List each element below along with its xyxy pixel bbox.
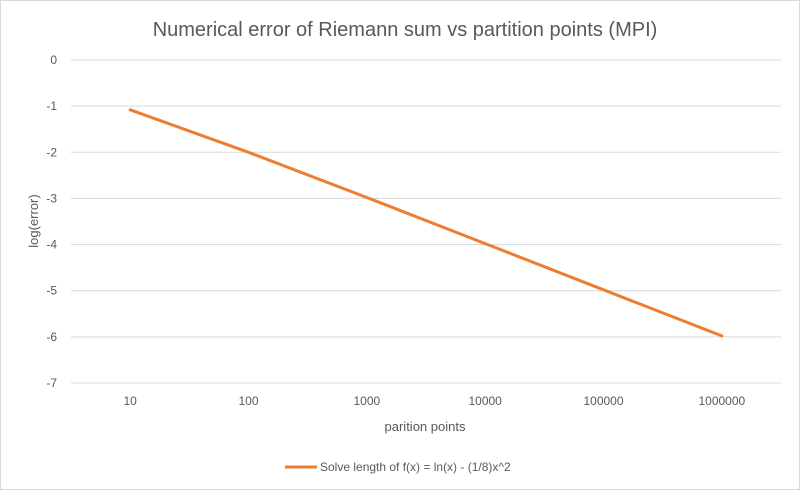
x-tick-label: 10 bbox=[123, 394, 137, 408]
x-tick-label: 1000 bbox=[353, 394, 380, 408]
y-tick-label: -7 bbox=[46, 376, 57, 390]
x-axis-title: parition points bbox=[385, 419, 466, 434]
y-tick-label: -6 bbox=[46, 330, 57, 344]
y-tick-label: -3 bbox=[46, 191, 57, 205]
y-tick-label: -5 bbox=[46, 284, 57, 298]
y-tick-labels: 0 -1 -2 -3 -4 -5 -6 -7 bbox=[46, 53, 57, 390]
y-tick-label: -1 bbox=[46, 99, 57, 113]
series-line bbox=[128, 108, 724, 338]
x-tick-label: 1000000 bbox=[698, 394, 745, 408]
chart-title: Numerical error of Riemann sum vs partit… bbox=[153, 19, 658, 41]
y-axis-title: log(error) bbox=[26, 194, 41, 247]
x-tick-label: 100 bbox=[238, 394, 258, 408]
grid-layer bbox=[71, 59, 781, 384]
x-tick-label: 10000 bbox=[468, 394, 502, 408]
y-tick-label: -4 bbox=[46, 238, 57, 252]
series-layer bbox=[128, 108, 724, 338]
y-tick-label: 0 bbox=[50, 53, 57, 67]
x-tick-labels: 10 100 1000 10000 100000 1000000 bbox=[123, 394, 745, 408]
x-tick-label: 100000 bbox=[583, 394, 623, 408]
legend-label: Solve length of f(x) = ln(x) - (1/8)x^2 bbox=[320, 460, 511, 474]
y-tick-label: -2 bbox=[46, 145, 57, 159]
legend: Solve length of f(x) = ln(x) - (1/8)x^2 bbox=[285, 460, 511, 474]
